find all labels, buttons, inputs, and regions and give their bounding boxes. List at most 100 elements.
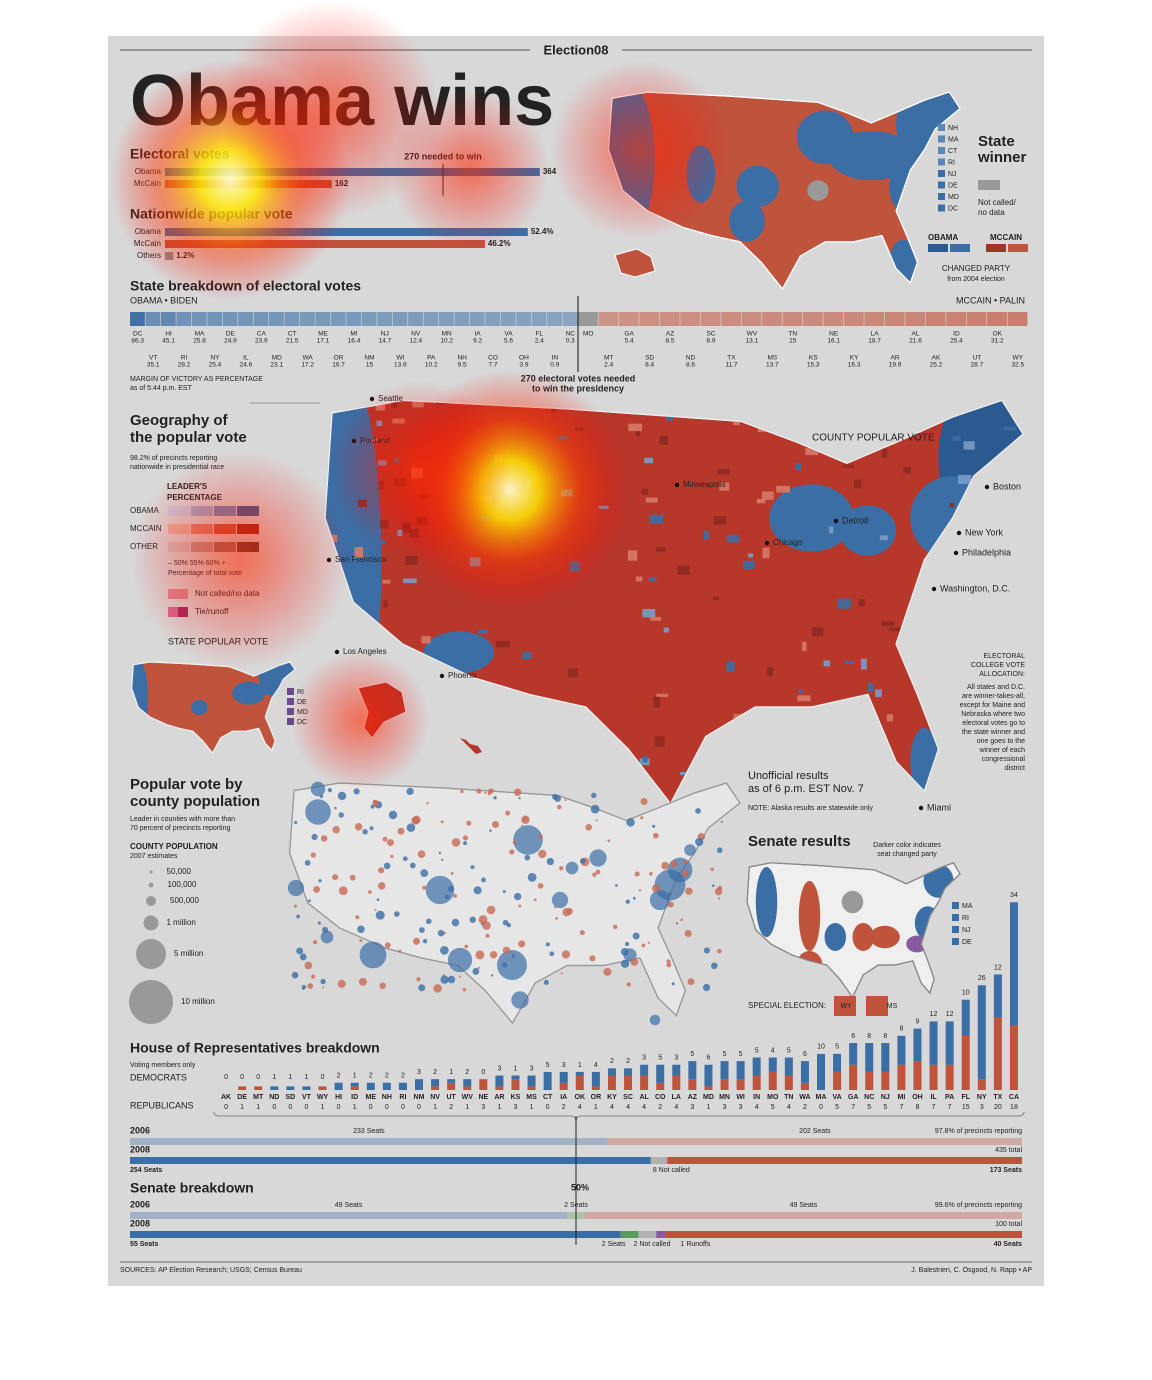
legend-swatch xyxy=(168,524,190,534)
county xyxy=(748,553,754,558)
county xyxy=(419,494,429,500)
state-label: OK xyxy=(575,1094,586,1101)
county-bubble xyxy=(447,947,473,973)
state-label: MT xyxy=(253,1094,264,1101)
county xyxy=(409,528,419,538)
value-label: 45.1 xyxy=(162,338,175,345)
county-bubble xyxy=(387,839,395,847)
county-bubble xyxy=(524,854,531,861)
legend-swatch xyxy=(178,607,188,617)
value-label: 25.4 xyxy=(950,338,963,345)
county xyxy=(805,448,818,456)
bar-segment xyxy=(945,1021,954,1065)
state-label: NH xyxy=(382,1094,392,1101)
state-label: NV xyxy=(430,1094,440,1101)
value-label: 21.6 xyxy=(909,338,922,345)
seat-segment xyxy=(130,1157,651,1164)
county-bubble xyxy=(362,829,368,835)
state-label: AL xyxy=(912,331,920,338)
seat-segment xyxy=(650,1157,668,1164)
label: Not called/ xyxy=(978,198,1017,207)
county-bubble xyxy=(607,839,611,843)
county xyxy=(837,598,851,609)
county-bubble xyxy=(545,942,550,947)
value-label: 12.4 xyxy=(409,338,422,345)
county xyxy=(886,714,894,722)
county-bubble xyxy=(417,850,426,858)
label: RI xyxy=(962,915,969,922)
value-label: 3 xyxy=(481,1104,485,1111)
margin-segment xyxy=(680,312,701,326)
label: as of 6 p.m. EST Nov. 7 xyxy=(748,783,864,795)
county-bubble xyxy=(554,795,562,802)
annotation: 270 needed to win xyxy=(404,151,482,161)
margin-segment xyxy=(160,312,176,326)
value-label: 0 xyxy=(288,1104,292,1111)
value-label: 3 xyxy=(417,1069,421,1076)
county-bubble xyxy=(543,979,549,985)
county-bubble xyxy=(493,796,497,800)
value-label: 2 xyxy=(626,1058,630,1065)
county xyxy=(641,488,648,495)
label: except for Maine and xyxy=(960,702,1025,709)
map-region xyxy=(852,923,874,951)
value-label: 12 xyxy=(930,1011,938,1018)
value-label: 1 xyxy=(465,1104,469,1111)
county-bubble xyxy=(302,987,305,990)
bar-segment xyxy=(800,1061,809,1083)
state-label: UT xyxy=(973,355,982,362)
bar-segment xyxy=(463,1079,472,1087)
county xyxy=(635,429,640,437)
county xyxy=(574,427,584,431)
label: CT xyxy=(948,148,958,155)
county-bubble xyxy=(462,835,469,841)
county xyxy=(650,616,662,621)
county xyxy=(812,627,824,637)
swatch xyxy=(952,902,959,909)
bar-segment xyxy=(688,1079,697,1090)
county xyxy=(480,516,493,521)
bar-segment xyxy=(784,1057,793,1076)
margin-segment xyxy=(659,312,680,326)
county-bubble xyxy=(441,858,444,861)
value-label: 24.9 xyxy=(224,338,237,345)
label: Washington, D.C. xyxy=(940,583,1010,593)
county xyxy=(378,480,385,490)
state-label: ND xyxy=(269,1094,279,1101)
county-bubble xyxy=(625,899,630,904)
swatch xyxy=(978,180,1000,190)
bar-segment xyxy=(977,1079,986,1090)
county xyxy=(656,547,666,552)
value-label: 0 xyxy=(272,1104,276,1111)
bar-segment xyxy=(624,1075,633,1090)
bar-segment xyxy=(495,1075,504,1087)
value-label: 0.3 xyxy=(566,338,575,345)
label: MCCAIN xyxy=(990,233,1022,242)
value-label: 5 xyxy=(658,1055,662,1062)
county xyxy=(382,579,391,584)
state-label: LA xyxy=(871,331,880,338)
county-bubble xyxy=(426,801,429,805)
seat-segment xyxy=(607,1138,1022,1145)
bar-segment xyxy=(833,1071,842,1090)
size-legend xyxy=(136,939,166,969)
note: 435 total xyxy=(995,1147,1022,1154)
value-label: 1 xyxy=(578,1062,582,1069)
state-label: RI xyxy=(181,355,188,362)
county-bubble xyxy=(453,893,458,898)
bar xyxy=(165,228,528,236)
label: Nebraska where two xyxy=(961,711,1025,718)
headline: Obama wins xyxy=(130,61,554,141)
county-bubble xyxy=(310,852,316,858)
county-bubble xyxy=(439,945,449,955)
legend-swatch xyxy=(168,589,188,599)
county-bubble xyxy=(334,806,337,810)
label: NOTE: Alaska results are statewide only xyxy=(748,805,873,812)
margin-segment xyxy=(361,312,377,326)
county-bubble xyxy=(562,907,571,917)
label: seat changed party xyxy=(877,851,937,858)
county-bubble xyxy=(685,887,693,895)
value-label: 0.9 xyxy=(550,362,559,369)
county xyxy=(393,458,400,463)
county-bubble xyxy=(505,810,511,816)
